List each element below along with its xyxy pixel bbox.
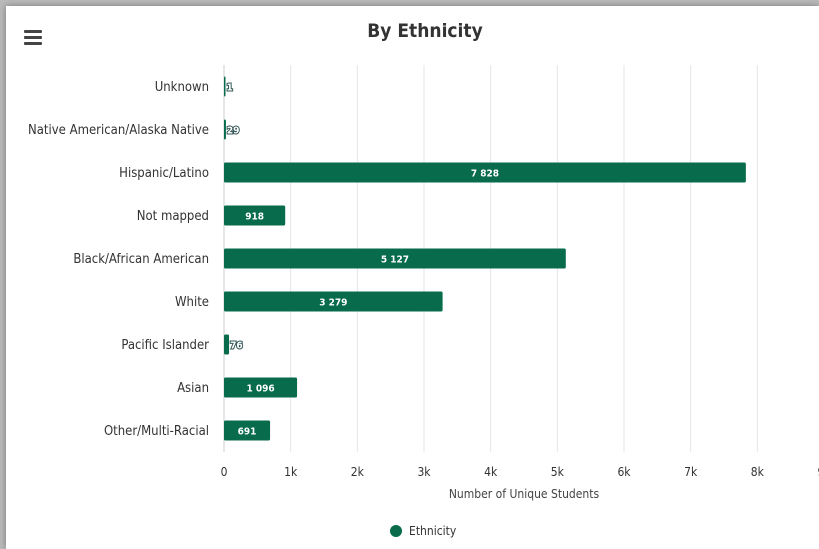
legend-swatch-ethnicity[interactable] (390, 525, 402, 537)
legend-label-ethnicity[interactable]: Ethnicity (409, 524, 457, 538)
bar[interactable] (224, 334, 230, 355)
chart-title: By Ethnicity (367, 20, 483, 42)
category-label: Other/Multi-Racial (104, 424, 209, 439)
x-tick-label: 9k (817, 465, 819, 479)
bar[interactable] (224, 377, 298, 398)
x-tick-label: 0 (221, 465, 228, 479)
x-tick-labels: 0 1k 2k 3k 4k 5k 6k 7k 8k 9k (221, 465, 819, 479)
x-tick-label: 2k (351, 465, 365, 479)
category-label: Hispanic/Latino (119, 166, 209, 181)
category-label: Pacific Islander (121, 338, 209, 353)
category-label: Not mapped (137, 209, 209, 224)
chart-panel (6, 6, 819, 549)
bar[interactable] (224, 291, 443, 312)
data-label: 29 (227, 126, 240, 137)
data-label: 1 (227, 83, 233, 94)
category-label: Native American/Alaska Native (28, 123, 209, 138)
category-label: White (175, 295, 209, 310)
data-label: 5 127 (381, 255, 409, 266)
x-tick-label: 6k (617, 465, 631, 479)
category-label: Unknown (155, 80, 209, 95)
x-tick-label: 7k (684, 465, 698, 479)
x-tick-label: 5k (551, 465, 565, 479)
data-label: 918 (245, 212, 264, 223)
data-label: 76 (230, 341, 243, 352)
data-label: 691 (238, 427, 257, 438)
data-label: 7 828 (471, 169, 499, 180)
x-tick-label: 4k (484, 465, 498, 479)
bar[interactable] (224, 420, 271, 441)
hamburger-menu-icon[interactable] (24, 30, 44, 46)
data-label: 1 096 (246, 384, 274, 395)
bar[interactable] (224, 205, 286, 226)
bar[interactable] (224, 162, 746, 183)
legend[interactable]: Ethnicity (390, 524, 457, 538)
x-tick-label: 1k (284, 465, 298, 479)
x-tick-label: 8k (751, 465, 765, 479)
data-label: 3 279 (319, 298, 347, 309)
category-label: Asian (177, 381, 209, 396)
bar[interactable] (224, 76, 226, 97)
bars: 1 29 7 828 918 5 127 3 279 76 1 096 691 (224, 76, 746, 441)
category-labels: Unknown Native American/Alaska Native Hisp… (28, 80, 209, 439)
category-label: Black/African American (73, 252, 209, 267)
bar[interactable] (224, 119, 226, 140)
x-tick-label: 3k (417, 465, 431, 479)
x-axis-title: Number of Unique Students (449, 487, 600, 501)
bar[interactable] (224, 248, 566, 269)
